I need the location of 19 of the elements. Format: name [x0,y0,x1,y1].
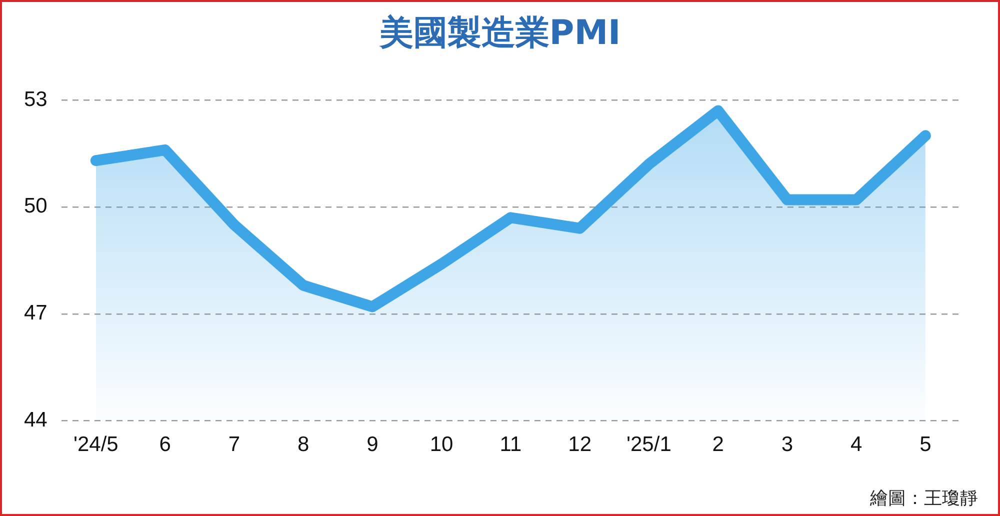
y-tick-label: 47 [24,302,48,325]
chart-title: 美國製造業PMI [378,12,622,55]
x-tick-label: 5 [920,433,932,456]
x-tick-label: 6 [159,433,171,456]
x-tick-label: 12 [568,433,592,456]
x-tick-label: 9 [366,433,378,456]
text: 繪圖：王瓊靜 [870,487,978,510]
x-tick-label: '24/5 [73,433,118,456]
x-tick-label: 10 [430,433,454,456]
x-tick-label: '25/1 [626,433,672,456]
x-tick-label: 4 [850,433,862,456]
x-tick-label: 11 [500,433,522,456]
y-tick-label: 50 [24,194,48,218]
y-tick-label: 44 [24,408,48,432]
x-tick-label: 3 [781,433,794,456]
x-tick-label: 2 [712,433,724,456]
x-tick-label: 8 [297,433,310,456]
y-tick-label: 53 [24,88,48,111]
x-tick-label: 7 [228,433,240,456]
